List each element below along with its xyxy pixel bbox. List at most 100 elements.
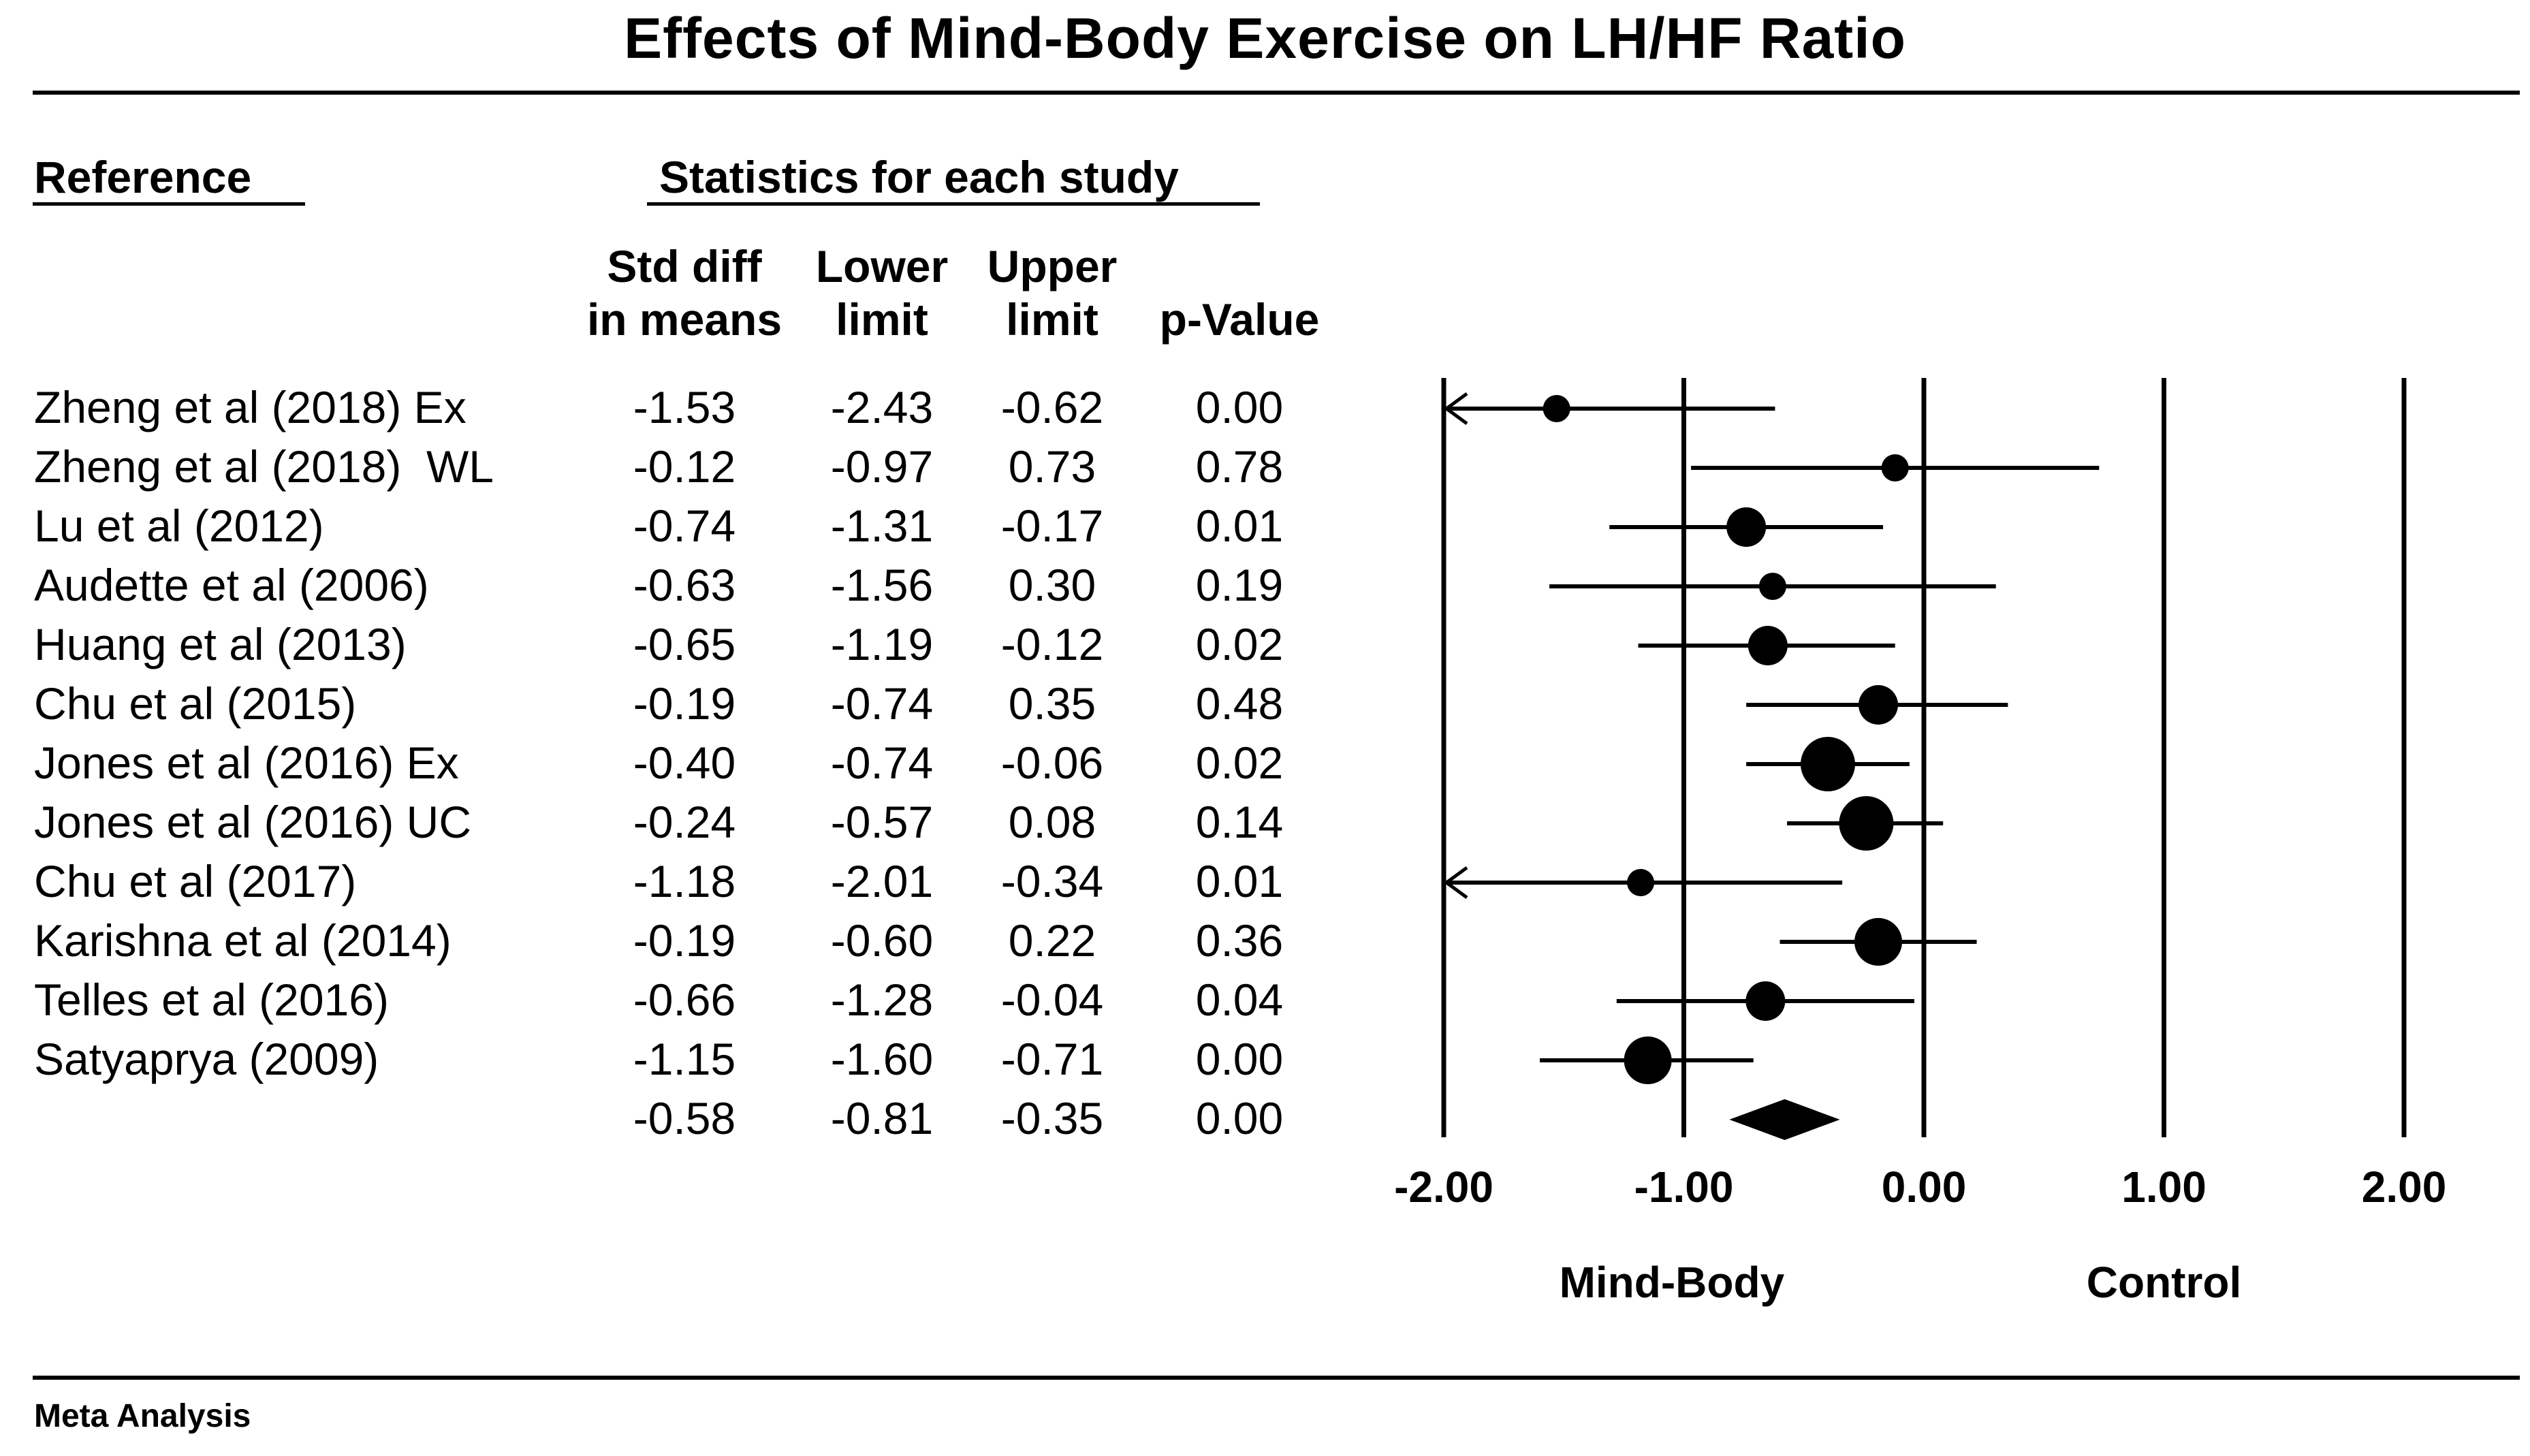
study-upper-limit: 0.30 — [1008, 560, 1096, 610]
study-p-value: 0.04 — [1195, 975, 1284, 1025]
summary-p-value: 0.00 — [1195, 1093, 1284, 1143]
study-upper-limit: -0.04 — [1000, 975, 1104, 1025]
lower-limit-header-line1: Lower — [815, 241, 949, 291]
study-name: Chu et al (2017) — [34, 856, 357, 906]
study-name: Huang et al (2013) — [34, 619, 407, 669]
study-point — [1726, 507, 1767, 547]
study-upper-limit: -0.12 — [1000, 619, 1104, 669]
study-name: Audette et al (2006) — [34, 560, 429, 610]
study-lower-limit: -0.97 — [830, 441, 934, 492]
summary-diamond — [1729, 1099, 1840, 1140]
study-name: Jones et al (2016) UC — [34, 797, 471, 847]
study-name: Zheng et al (2018) Ex — [34, 382, 467, 432]
study-smd: -0.66 — [633, 975, 736, 1025]
footer-label: Meta Analysis — [34, 1398, 251, 1434]
truncation-arrow — [1443, 392, 1468, 426]
study-p-value: 0.19 — [1195, 560, 1284, 610]
p-value-header: p-Value — [1159, 294, 1320, 345]
study-point — [1748, 626, 1788, 665]
study-smd: -0.12 — [633, 441, 736, 492]
favours-control-label: Control — [2087, 1258, 2242, 1307]
study-point — [1758, 573, 1786, 600]
reference-header: Reference — [34, 152, 252, 202]
summary-lower-limit: -0.81 — [830, 1093, 934, 1143]
study-lower-limit: -1.56 — [830, 560, 934, 610]
study-point — [1854, 918, 1903, 966]
study-p-value: 0.00 — [1195, 382, 1284, 432]
study-upper-limit: -0.71 — [1000, 1034, 1104, 1084]
study-lower-limit: -0.60 — [830, 915, 934, 966]
study-point — [1543, 395, 1570, 422]
bottom-rule — [33, 1376, 2520, 1380]
x-tick-label: -1.00 — [1634, 1162, 1734, 1212]
upper-limit-header-line2: limit — [1006, 294, 1098, 345]
study-name: Chu et al (2015) — [34, 678, 357, 729]
study-smd: -1.18 — [633, 856, 736, 906]
std-diff-header-line1: Std diff — [607, 241, 762, 291]
study-lower-limit: -1.31 — [830, 501, 934, 551]
truncation-arrow — [1443, 866, 1468, 900]
study-point — [1745, 981, 1786, 1021]
study-upper-limit: -0.62 — [1000, 382, 1104, 432]
study-point — [1627, 869, 1655, 896]
x-tick-label: 1.00 — [2121, 1162, 2207, 1212]
study-smd: -0.19 — [633, 678, 736, 729]
study-smd: -0.19 — [633, 915, 736, 966]
reference-header-underline — [33, 202, 305, 206]
study-p-value: 0.02 — [1195, 738, 1284, 788]
statistics-header: Statistics for each study — [659, 152, 1179, 202]
study-name: Karishna et al (2014) — [34, 915, 452, 966]
lower-limit-header: Lower limit — [800, 240, 964, 346]
study-p-value: 0.14 — [1195, 797, 1284, 847]
study-p-value: 0.01 — [1195, 501, 1284, 551]
study-point — [1881, 454, 1909, 481]
study-lower-limit: -2.01 — [830, 856, 934, 906]
chart-title: Effects of Mind-Body Exercise on LH/HF R… — [624, 6, 1906, 70]
std-diff-header-line2: in means — [586, 294, 782, 345]
favours-mind-body-label: Mind-Body — [1560, 1258, 1785, 1307]
study-point — [1801, 737, 1855, 791]
top-rule — [33, 91, 2520, 95]
study-name: Satyaprya (2009) — [34, 1034, 379, 1084]
study-p-value: 0.48 — [1195, 678, 1284, 729]
statistics-header-underline — [647, 202, 1260, 206]
study-smd: -1.15 — [633, 1034, 736, 1084]
study-lower-limit: -0.74 — [830, 678, 934, 729]
study-p-value: 0.01 — [1195, 856, 1284, 906]
study-lower-limit: -1.28 — [830, 975, 934, 1025]
study-smd: -0.74 — [633, 501, 736, 551]
study-point — [1859, 685, 1899, 725]
study-smd: -0.63 — [633, 560, 736, 610]
study-upper-limit: -0.06 — [1000, 738, 1104, 788]
std-diff-header: Std diff in means — [572, 240, 797, 346]
study-name: Zheng et al (2018) WL — [34, 441, 494, 492]
study-p-value: 0.02 — [1195, 619, 1284, 669]
upper-limit-header: Upper limit — [970, 240, 1134, 346]
study-point — [1839, 796, 1894, 851]
study-smd: -0.24 — [633, 797, 736, 847]
study-upper-limit: 0.08 — [1008, 797, 1096, 847]
x-tick-label: 2.00 — [2362, 1162, 2447, 1212]
study-upper-limit: -0.17 — [1000, 501, 1104, 551]
study-upper-limit: 0.35 — [1008, 678, 1096, 729]
summary-smd: -0.58 — [633, 1093, 736, 1143]
study-upper-limit: 0.22 — [1008, 915, 1096, 966]
study-p-value: 0.78 — [1195, 441, 1284, 492]
study-smd: -0.65 — [633, 619, 736, 669]
lower-limit-header-line2: limit — [836, 294, 928, 345]
study-name: Lu et al (2012) — [34, 501, 324, 551]
study-upper-limit: -0.34 — [1000, 856, 1104, 906]
study-lower-limit: -0.74 — [830, 738, 934, 788]
study-lower-limit: -2.43 — [830, 382, 934, 432]
study-smd: -1.53 — [633, 382, 736, 432]
summary-upper-limit: -0.35 — [1000, 1093, 1104, 1143]
study-lower-limit: -1.19 — [830, 619, 934, 669]
study-p-value: 0.00 — [1195, 1034, 1284, 1084]
study-smd: -0.40 — [633, 738, 736, 788]
study-upper-limit: 0.73 — [1008, 441, 1096, 492]
study-lower-limit: -1.60 — [830, 1034, 934, 1084]
study-name: Jones et al (2016) Ex — [34, 738, 459, 788]
study-point — [1624, 1036, 1672, 1084]
study-p-value: 0.36 — [1195, 915, 1284, 966]
